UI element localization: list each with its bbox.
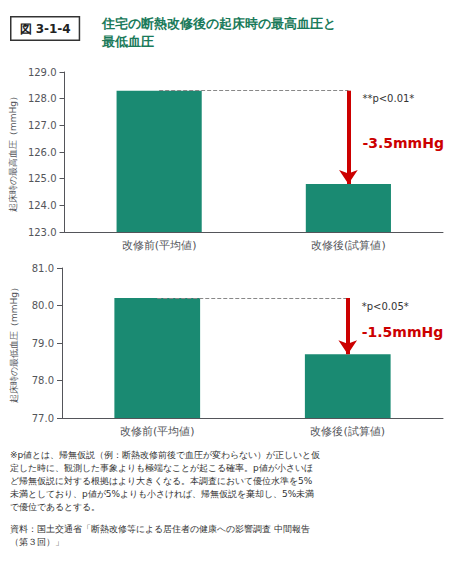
svg-text:79.0: 79.0 [32,338,54,349]
svg-text:124.0: 124.0 [28,200,57,211]
svg-text:128.0: 128.0 [28,93,57,104]
svg-text:**p<0.01*: **p<0.01* [362,93,414,104]
svg-text:改修前(平均値): 改修前(平均値) [122,239,197,252]
svg-text:未満としており、p値が5%よりも小さければ、帰無仮説を棄却し: 未満としており、p値が5%よりも小さければ、帰無仮説を棄却し、5%未満 [10,489,314,499]
svg-text:129.0: 129.0 [28,67,57,78]
svg-text:127.0: 127.0 [28,120,57,131]
svg-text:改修後(試算値): 改修後(試算値) [310,425,385,438]
svg-text:125.0: 125.0 [28,173,57,184]
svg-text:定した時に、観測した事象よりも極端なことが起こる確率。p値が: 定した時に、観測した事象よりも極端なことが起こる確率。p値が小さいほ [10,463,313,473]
svg-text:-1.5mmHg: -1.5mmHg [362,324,444,340]
svg-text:資料：国土交通省「断熱改修等による居住者の健康への影響調査: 資料：国土交通省「断熱改修等による居住者の健康への影響調査 中間報告 [10,524,310,534]
svg-text:81.0: 81.0 [32,263,54,274]
svg-text:80.0: 80.0 [32,300,54,311]
svg-text:-3.5mmHg: -3.5mmHg [362,135,444,151]
svg-text:で優位であるとする。: で優位であるとする。 [10,502,100,512]
svg-text:*p<0.05*: *p<0.05* [362,301,409,312]
svg-text:※p値とは、帰無仮説（例：断熱改修前後で血圧が変わらない）が: ※p値とは、帰無仮説（例：断熱改修前後で血圧が変わらない）が正しいと仮 [10,450,320,460]
svg-text:78.0: 78.0 [32,375,54,386]
svg-text:図 3-1-4: 図 3-1-4 [20,22,71,36]
svg-text:126.0: 126.0 [28,147,57,158]
svg-text:123.0: 123.0 [28,227,57,238]
svg-text:起床時の最高血圧（mmHg）: 起床時の最高血圧（mmHg） [8,92,18,212]
svg-text:（第３回）」: （第３回）」 [10,537,64,547]
svg-text:77.0: 77.0 [32,413,54,424]
svg-text:ど帰無仮説に対する根拠はより大きくなる。本調査において優位水: ど帰無仮説に対する根拠はより大きくなる。本調査において優位水準を5% [10,476,313,486]
svg-text:最低血圧: 最低血圧 [101,34,154,49]
svg-text:起床時の最低血圧（mmHg）: 起床時の最低血圧（mmHg） [9,283,19,403]
svg-text:改修後(試算値): 改修後(試算値) [311,239,386,252]
svg-text:改修前(平均値): 改修前(平均値) [120,425,195,438]
svg-text:住宅の断熱改修後の起床時の最高血圧と: 住宅の断熱改修後の起床時の最高血圧と [101,16,336,31]
